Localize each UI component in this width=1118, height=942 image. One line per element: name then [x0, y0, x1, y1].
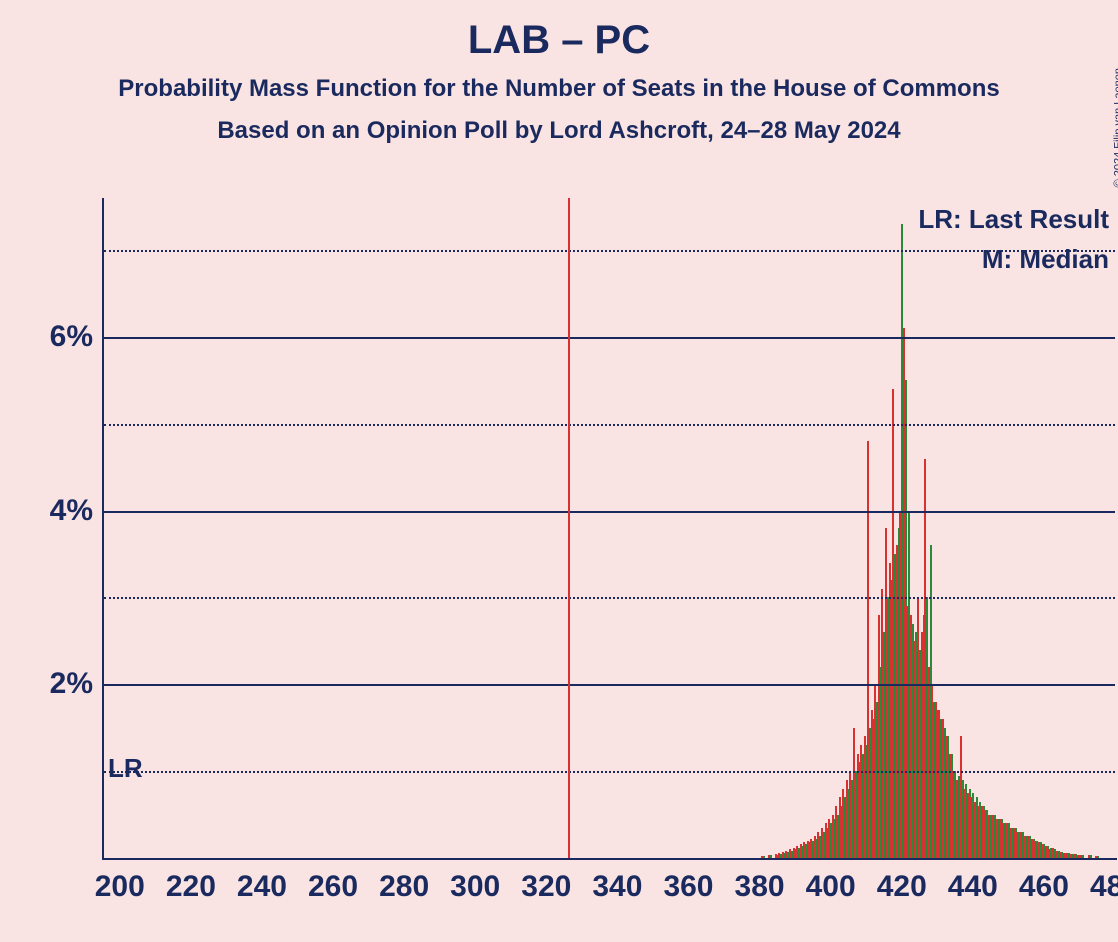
gridline-major — [104, 511, 1115, 513]
legend-lr: LR: Last Result — [918, 204, 1109, 235]
x-tick-label: 220 — [166, 870, 216, 904]
chart-container: LR: Last Result M: Median 2%4%6%20022024… — [30, 198, 1115, 898]
x-tick-label: 240 — [237, 870, 287, 904]
x-tick-label: 320 — [521, 870, 571, 904]
x-tick-label: 480 — [1090, 870, 1118, 904]
gridline-minor — [104, 250, 1115, 252]
x-tick-label: 400 — [806, 870, 856, 904]
x-tick-label: 360 — [663, 870, 713, 904]
gridline-major — [104, 684, 1115, 686]
pmf-bar-green — [1090, 855, 1092, 858]
copyright-text: © 2024 Filip van Laenen — [1112, 68, 1118, 187]
pmf-bar-green — [770, 855, 772, 858]
chart-subtitle-1: Probability Mass Function for the Number… — [0, 75, 1118, 103]
gridline-minor — [104, 771, 1115, 773]
x-tick-label: 300 — [450, 870, 500, 904]
y-tick-label: 2% — [50, 667, 93, 701]
x-tick-label: 380 — [735, 870, 785, 904]
gridline-major — [104, 337, 1115, 339]
x-tick-label: 260 — [308, 870, 358, 904]
y-tick-label: 4% — [50, 494, 93, 528]
lr-label: LR — [108, 753, 143, 784]
x-tick-label: 460 — [1019, 870, 1069, 904]
pmf-bar-green — [1097, 856, 1099, 858]
chart-title: LAB – PC — [0, 18, 1118, 63]
y-tick-label: 6% — [50, 320, 93, 354]
gridline-minor — [104, 597, 1115, 599]
pmf-bar-green — [763, 856, 765, 858]
x-tick-label: 340 — [592, 870, 642, 904]
x-tick-label: 200 — [95, 870, 145, 904]
pmf-bar-green — [1082, 855, 1084, 858]
plot-area: LR: Last Result M: Median — [102, 198, 1117, 860]
gridline-minor — [104, 424, 1115, 426]
chart-subtitle-2: Based on an Opinion Poll by Lord Ashcrof… — [0, 117, 1118, 145]
x-tick-label: 280 — [379, 870, 429, 904]
x-tick-label: 420 — [877, 870, 927, 904]
x-tick-label: 440 — [948, 870, 998, 904]
legend-m: M: Median — [982, 244, 1109, 275]
lr-line — [568, 198, 570, 858]
